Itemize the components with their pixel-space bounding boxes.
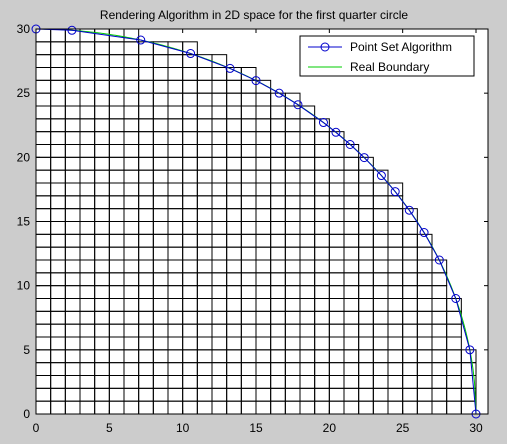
grid-cell xyxy=(284,92,301,107)
grid-cell xyxy=(299,105,316,120)
series-line-point-set xyxy=(35,28,477,415)
grid-cell xyxy=(358,156,374,171)
data-point-marker xyxy=(293,100,303,110)
data-point-marker xyxy=(390,187,400,197)
data-point-marker xyxy=(274,88,284,98)
series-markers xyxy=(31,24,481,419)
data-point-marker xyxy=(419,228,429,238)
x-tick-label: 25 xyxy=(396,421,410,435)
grid-cell xyxy=(328,131,345,146)
data-point-marker xyxy=(331,127,341,137)
data-point-marker xyxy=(186,49,196,59)
y-tick-label: 5 xyxy=(23,343,30,357)
data-point-marker xyxy=(465,345,475,355)
grid-cell xyxy=(255,79,272,94)
y-tick-label: 10 xyxy=(17,279,31,293)
x-tick-label: 20 xyxy=(323,421,337,435)
data-point-marker xyxy=(67,25,77,35)
data-point-marker xyxy=(404,205,414,215)
data-point-marker xyxy=(251,76,261,86)
grid-cell xyxy=(343,144,360,158)
data-point-marker xyxy=(345,140,355,149)
y-tick-label: 15 xyxy=(17,215,31,229)
chart-title: Rendering Algorithm in 2D space for the … xyxy=(100,8,408,22)
grid-cell xyxy=(460,349,477,364)
legend-box xyxy=(299,35,475,77)
staircase-grid xyxy=(35,28,477,415)
plot-frame xyxy=(35,28,489,415)
grid-cell xyxy=(446,298,462,312)
data-point-marker xyxy=(376,171,386,181)
data-point-marker xyxy=(451,294,461,303)
legend-marker-point-set xyxy=(320,42,330,52)
x-tick-label: 5 xyxy=(106,421,113,435)
data-point-marker xyxy=(434,255,444,265)
data-point-marker xyxy=(359,153,369,163)
grid-cell xyxy=(182,41,198,56)
y-tick-label: 0 xyxy=(23,407,30,421)
data-point-marker xyxy=(136,35,146,45)
x-axis-ticks: 0 5 10 15 20 25 30 xyxy=(33,29,483,435)
y-axis-ticks: 0 5 10 15 20 25 30 xyxy=(17,22,488,421)
grid-cell xyxy=(402,208,418,223)
legend: Point Set Algorithm Real Boundary xyxy=(299,35,475,77)
data-point-marker xyxy=(225,63,235,73)
legend-label-real-boundary: Real Boundary xyxy=(350,60,429,74)
legend-label-point-set: Point Set Algorithm xyxy=(350,40,452,54)
series-lines xyxy=(35,28,477,415)
data-point-marker xyxy=(318,118,328,128)
y-tick-label: 25 xyxy=(17,86,31,100)
x-tick-label: 30 xyxy=(469,421,483,435)
x-tick-label: 15 xyxy=(249,421,263,435)
y-tick-label: 20 xyxy=(17,150,31,164)
x-tick-label: 0 xyxy=(33,421,40,435)
x-tick-label: 10 xyxy=(176,421,190,435)
y-tick-label: 30 xyxy=(17,22,31,36)
grid-cell xyxy=(372,169,389,184)
